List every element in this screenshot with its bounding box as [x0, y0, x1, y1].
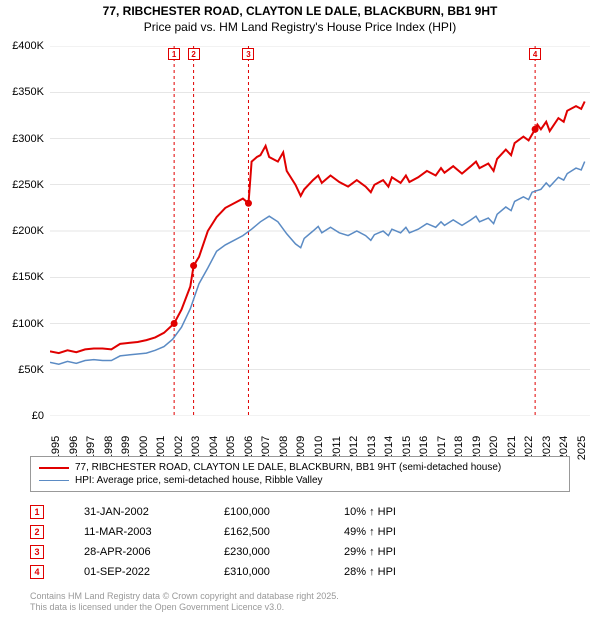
sales-table-row: 1 31-JAN-2002 £100,000 10% ↑ HPI [30, 502, 434, 522]
chart-title-line2: Price paid vs. HM Land Registry's House … [0, 20, 600, 36]
legend-swatch [39, 467, 69, 469]
sale-price: £162,500 [224, 526, 304, 538]
sales-table: 1 31-JAN-2002 £100,000 10% ↑ HPI 2 11-MA… [30, 502, 434, 582]
chart-svg [50, 46, 590, 416]
sale-number-box: 3 [30, 545, 44, 559]
y-tick-label: £250K [12, 179, 44, 191]
sale-hpi-delta: 10% ↑ HPI [344, 506, 434, 518]
y-tick-label: £300K [12, 133, 44, 145]
sale-hpi-delta: 49% ↑ HPI [344, 526, 434, 538]
sale-price: £310,000 [224, 566, 304, 578]
sale-date: 31-JAN-2002 [84, 506, 184, 518]
x-axis: 1995199619971998199920002001200220032004… [50, 420, 590, 460]
chart-sale-marker: 4 [529, 48, 541, 60]
sale-number-box: 2 [30, 525, 44, 539]
footer-line2: This data is licensed under the Open Gov… [30, 602, 339, 614]
sale-number-box: 1 [30, 505, 44, 519]
legend-item: HPI: Average price, semi-detached house,… [39, 474, 561, 487]
y-tick-label: £100K [12, 318, 44, 330]
sale-date: 28-APR-2006 [84, 546, 184, 558]
legend-label: 77, RIBCHESTER ROAD, CLAYTON LE DALE, BL… [75, 462, 501, 473]
y-axis: £0£50K£100K£150K£200K£250K£300K£350K£400… [0, 46, 48, 416]
y-tick-label: £50K [18, 364, 44, 376]
sale-date: 11-MAR-2003 [84, 526, 184, 538]
chart-sale-marker: 3 [242, 48, 254, 60]
sale-price: £230,000 [224, 546, 304, 558]
sales-table-row: 3 28-APR-2006 £230,000 29% ↑ HPI [30, 542, 434, 562]
footer-attribution: Contains HM Land Registry data © Crown c… [30, 591, 339, 614]
sale-hpi-delta: 28% ↑ HPI [344, 566, 434, 578]
chart-plot-area: 12 3 4 [50, 46, 590, 416]
sales-table-row: 4 01-SEP-2022 £310,000 28% ↑ HPI [30, 562, 434, 582]
y-tick-label: £350K [12, 86, 44, 98]
footer-line1: Contains HM Land Registry data © Crown c… [30, 591, 339, 603]
chart-sale-marker: 2 [188, 48, 200, 60]
sale-number-box: 4 [30, 565, 44, 579]
y-tick-label: £200K [12, 225, 44, 237]
legend-item: 77, RIBCHESTER ROAD, CLAYTON LE DALE, BL… [39, 461, 561, 474]
y-tick-label: £0 [32, 410, 44, 422]
sale-price: £100,000 [224, 506, 304, 518]
sales-table-row: 2 11-MAR-2003 £162,500 49% ↑ HPI [30, 522, 434, 542]
y-tick-label: £400K [12, 40, 44, 52]
chart-sale-marker: 1 [168, 48, 180, 60]
chart-container: 77, RIBCHESTER ROAD, CLAYTON LE DALE, BL… [0, 0, 600, 620]
sale-hpi-delta: 29% ↑ HPI [344, 546, 434, 558]
chart-title-line1: 77, RIBCHESTER ROAD, CLAYTON LE DALE, BL… [0, 0, 600, 20]
legend-swatch [39, 480, 69, 482]
y-tick-label: £150K [12, 271, 44, 283]
legend: 77, RIBCHESTER ROAD, CLAYTON LE DALE, BL… [30, 456, 570, 492]
sale-date: 01-SEP-2022 [84, 566, 184, 578]
x-tick-label: 2025 [576, 436, 588, 460]
legend-label: HPI: Average price, semi-detached house,… [75, 475, 323, 486]
